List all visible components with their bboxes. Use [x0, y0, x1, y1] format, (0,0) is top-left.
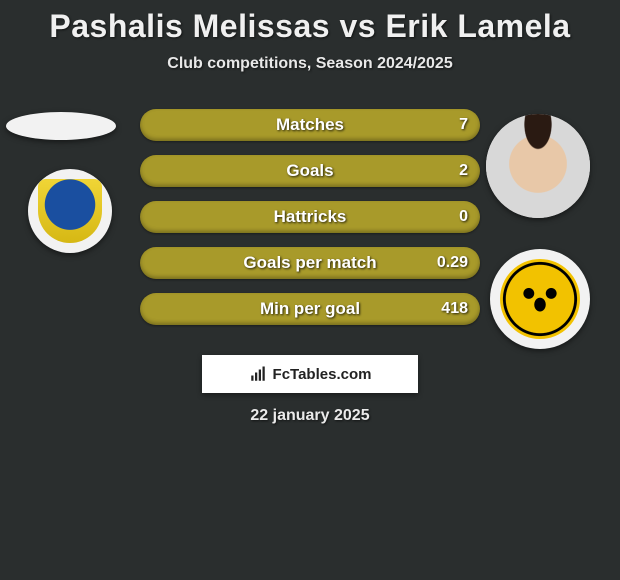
stat-label: Matches — [140, 109, 480, 141]
stat-bar: Goals per match 0.29 — [140, 247, 480, 279]
club-left-badge — [28, 169, 112, 253]
stat-bar: Min per goal 418 — [140, 293, 480, 325]
panetolikos-icon — [38, 179, 102, 243]
watermark: FcTables.com — [202, 355, 418, 393]
stats-area: Matches 7 Goals 2 Hattricks 0 Goals per … — [0, 109, 620, 349]
stat-bars: Matches 7 Goals 2 Hattricks 0 Goals per … — [140, 109, 480, 339]
aek-icon — [500, 259, 580, 339]
chart-icon — [249, 365, 267, 383]
subtitle: Club competitions, Season 2024/2025 — [0, 55, 620, 73]
stat-right-value: 0.29 — [437, 247, 468, 279]
page-title: Pashalis Melissas vs Erik Lamela — [0, 0, 620, 45]
player-right-avatar — [486, 114, 590, 218]
player-left-avatar — [6, 112, 116, 140]
stat-label: Goals per match — [140, 247, 480, 279]
stat-right-value: 0 — [459, 201, 468, 233]
club-right-badge — [490, 249, 590, 349]
stat-label: Goals — [140, 155, 480, 187]
comparison-card: Pashalis Melissas vs Erik Lamela Club co… — [0, 0, 620, 580]
stat-bar: Goals 2 — [140, 155, 480, 187]
stat-bar: Matches 7 — [140, 109, 480, 141]
player-face-icon — [486, 114, 590, 218]
watermark-text: FcTables.com — [273, 366, 372, 383]
stat-right-value: 418 — [441, 293, 468, 325]
stat-label: Hattricks — [140, 201, 480, 233]
stat-right-value: 2 — [459, 155, 468, 187]
stat-bar: Hattricks 0 — [140, 201, 480, 233]
stat-label: Min per goal — [140, 293, 480, 325]
date-label: 22 january 2025 — [0, 407, 620, 425]
stat-right-value: 7 — [459, 109, 468, 141]
